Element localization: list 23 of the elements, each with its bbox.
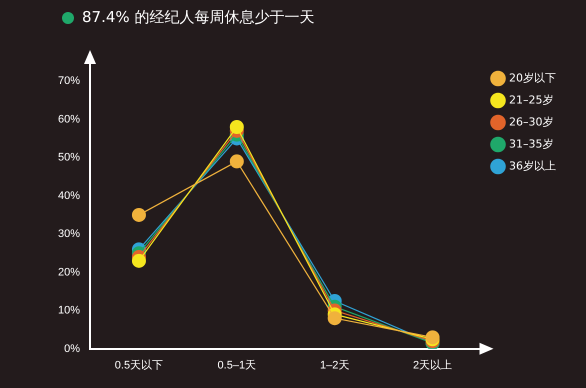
x-tick-label: 0.5天以下 (114, 358, 164, 372)
legend-label: 26–30岁 (509, 115, 554, 128)
point (328, 311, 342, 326)
y-tick-label: 0% (64, 342, 80, 355)
y-tick-label: 20% (58, 266, 80, 278)
y-tick-label: 40% (58, 190, 80, 202)
y-tick-label: 50% (58, 152, 80, 164)
x-tick-label: 2天以上 (413, 358, 452, 372)
y-tick-label: 70% (58, 75, 80, 88)
y-tick-label: 10% (58, 304, 80, 317)
point (132, 254, 146, 268)
x-tick-label: 0.5–1天 (218, 359, 256, 372)
legend-label: 31–35岁 (509, 137, 554, 150)
y-tick-label: 30% (58, 228, 80, 240)
chart-title: 87.4% 的经纪人每周休息少于一天 (82, 8, 314, 27)
point (230, 120, 244, 134)
legend-label: 20岁以下 (509, 71, 556, 84)
point (132, 208, 146, 222)
point (230, 154, 244, 168)
legend-label: 21–25岁 (509, 93, 554, 106)
x-tick-label: 1–2天 (320, 359, 350, 372)
y-tick-label: 60% (58, 113, 80, 126)
legend-label: 36岁以上 (509, 159, 556, 172)
